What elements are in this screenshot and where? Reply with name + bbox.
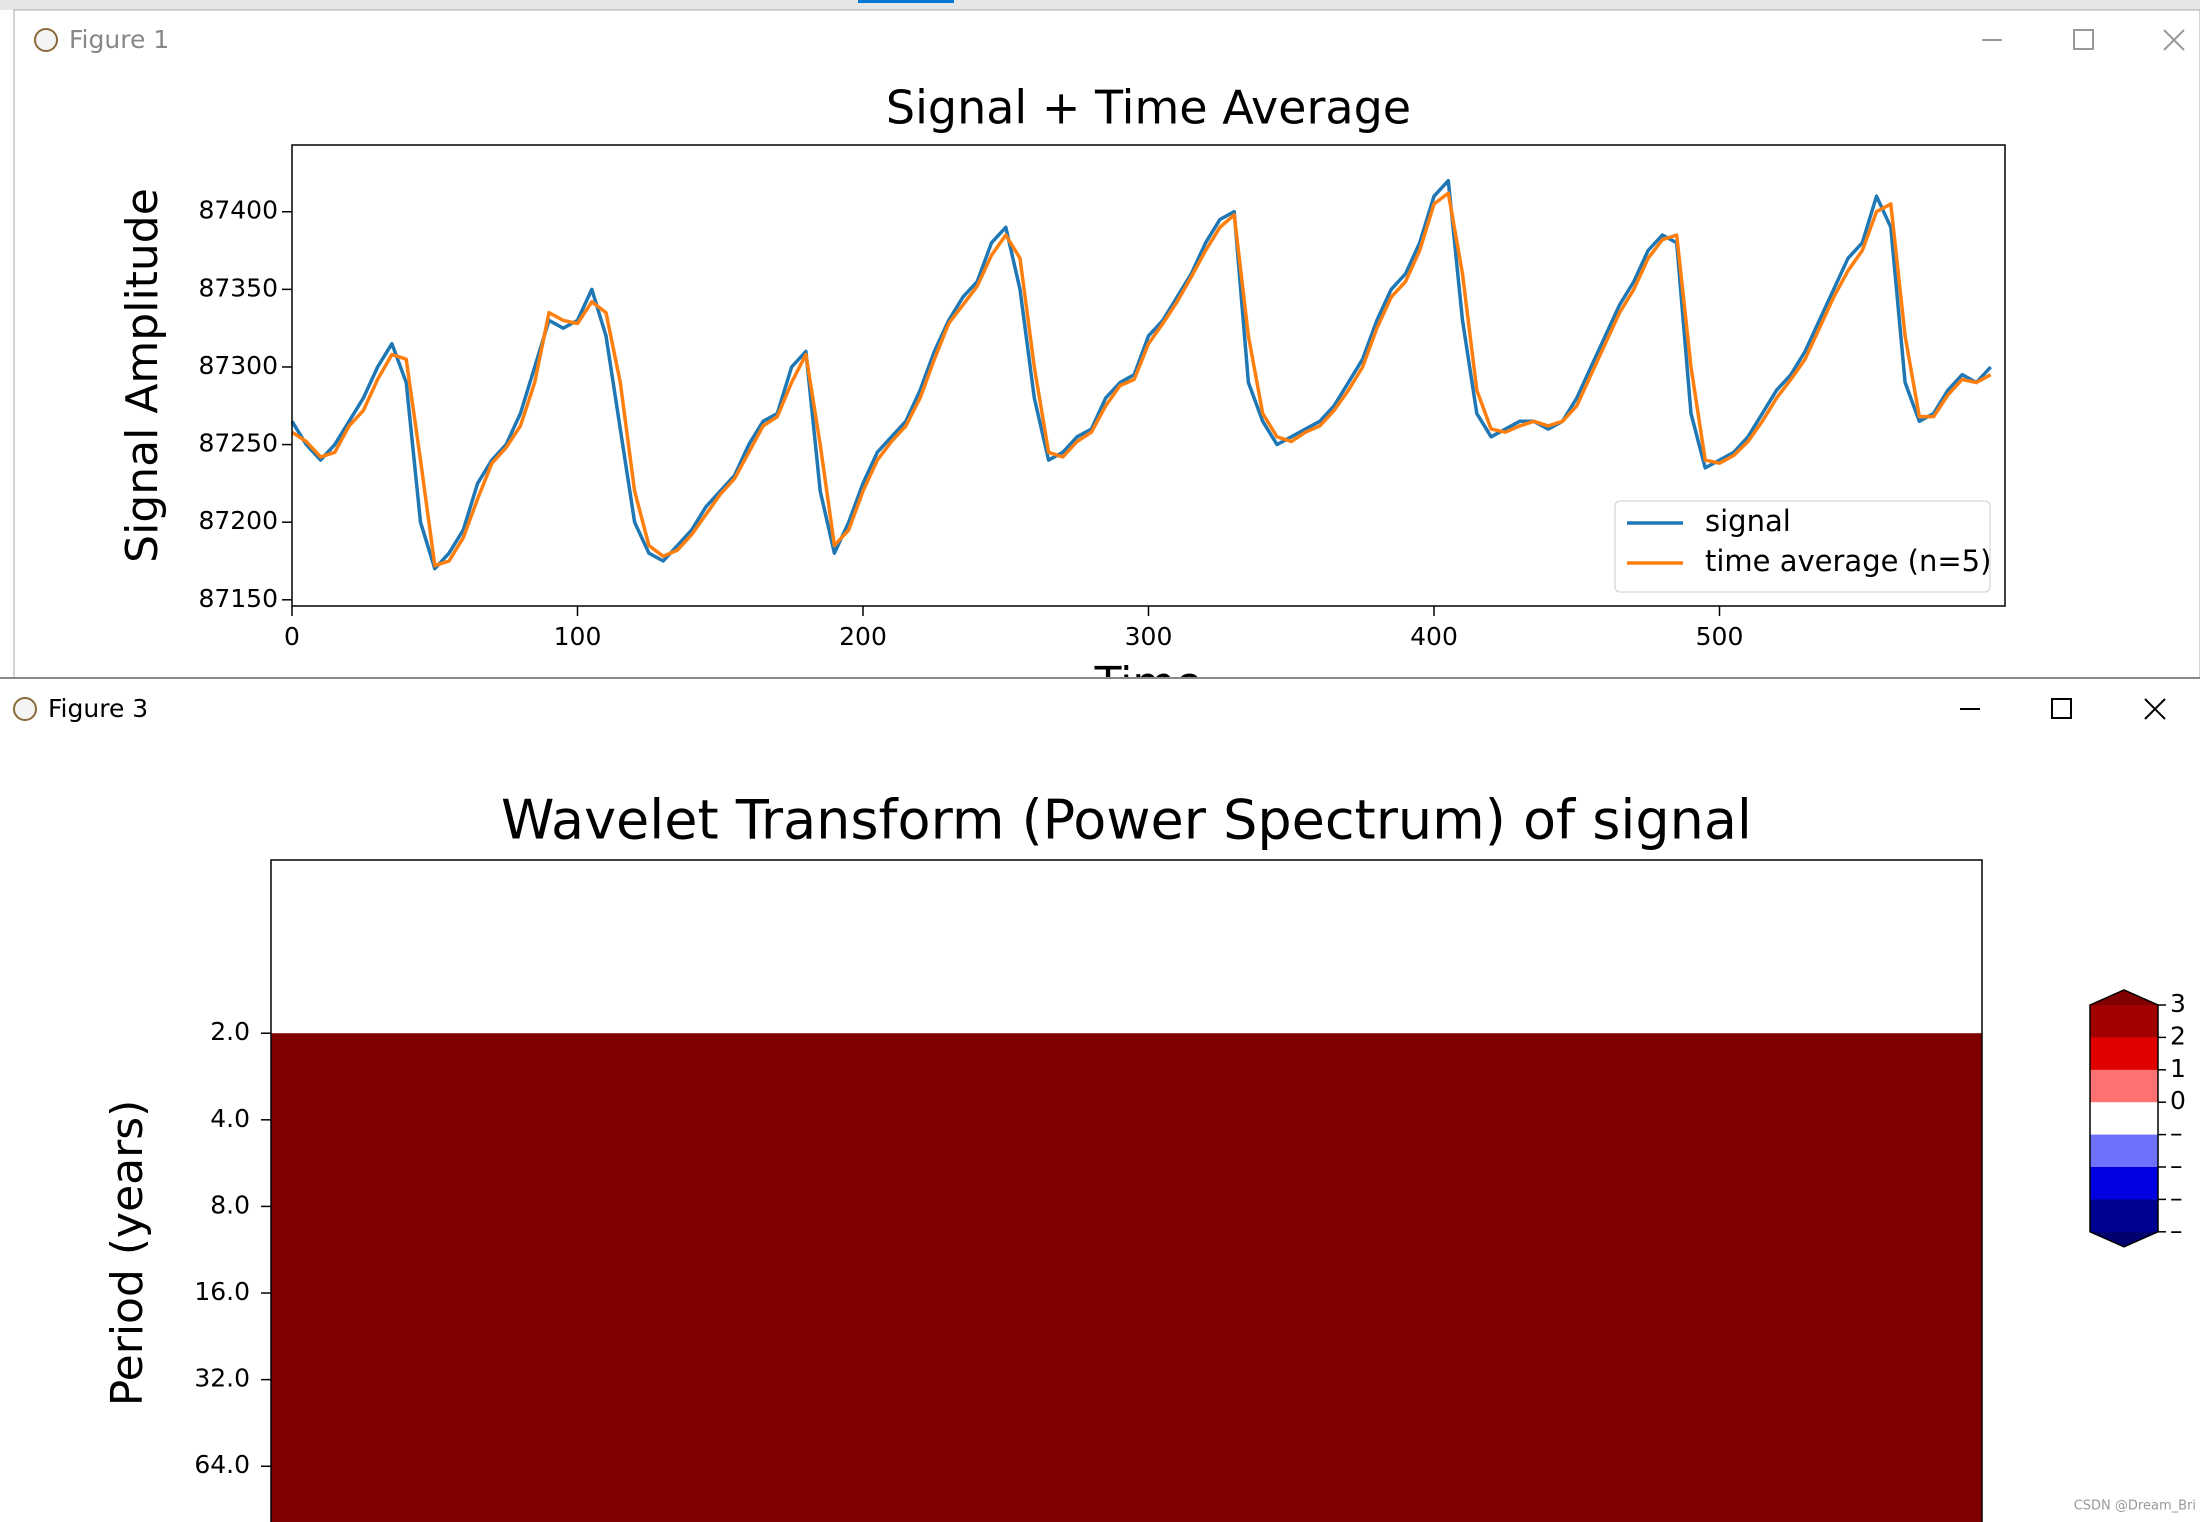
background-strip [0, 0, 2200, 10]
colorbar-segment [2090, 1037, 2158, 1071]
legend-label: time average (n=5) [1705, 544, 1991, 578]
x-tick-label: 500 [1696, 622, 1744, 651]
figure-1-window: Figure 1 Signal + Time Average Signal Amp… [13, 9, 2200, 709]
colorbar-tick-label: 0 [2170, 1086, 2186, 1115]
window-icon [34, 28, 58, 52]
active-tab-bar [858, 0, 954, 3]
x-tick-label: 300 [1125, 622, 1173, 651]
axes-frame [270, 859, 1983, 1522]
y-tick-label: 8.0 [210, 1190, 250, 1219]
y-tick-label: 87350 [198, 273, 278, 302]
y-tick-label: 87300 [198, 351, 278, 380]
x-tick-label: 100 [554, 622, 602, 651]
legend-label: signal [1705, 504, 1791, 538]
colorbar-tick-label: – [2170, 1119, 2183, 1148]
chart-title: Signal + Time Average [886, 81, 1411, 135]
maximize-button[interactable] [2073, 29, 2094, 50]
colorbar-segment [2090, 1199, 2158, 1233]
series-line [291, 191, 1992, 568]
axes-frame [291, 144, 2006, 607]
y-tick-label: 16.0 [194, 1277, 250, 1306]
figure-3-window: Figure 3 CSDN @Dream_Bri Wavelet Transfo… [0, 677, 2200, 1522]
close-button[interactable] [2144, 698, 2166, 720]
colorbar-segment [2090, 1167, 2158, 1200]
colorbar-tick-label: 2 [2170, 1021, 2186, 1050]
watermark: CSDN @Dream_Bri [2074, 1499, 2196, 1514]
colorbar-tick-label: 1 [2170, 1054, 2186, 1083]
close-button[interactable] [2163, 29, 2185, 51]
y-tick-label: 87400 [198, 196, 278, 225]
y-tick-label: 2.0 [210, 1017, 250, 1046]
x-tick-label: 400 [1410, 622, 1458, 651]
y-axis-label: Period (years) [102, 1100, 153, 1407]
window-title: Figure 1 [69, 25, 169, 54]
colorbar-segment [2090, 1102, 2158, 1136]
y-tick-label: 32.0 [194, 1364, 250, 1393]
colorbar-tick-label: 3 [2170, 989, 2186, 1018]
colorbar-segment [2090, 1005, 2158, 1038]
legend-box [1614, 500, 1991, 593]
colorbar-tick-label: – [2170, 1151, 2183, 1180]
window-icon [13, 697, 37, 721]
x-tick-label: 200 [839, 622, 887, 651]
y-tick-label: 87200 [198, 506, 278, 535]
maximize-button[interactable] [2051, 698, 2072, 719]
colorbar-segment [2090, 1069, 2158, 1103]
y-tick-label: 87150 [198, 584, 278, 613]
x-tick-label: 0 [284, 622, 300, 651]
y-tick-label: 64.0 [194, 1450, 250, 1479]
colorbar-tick-label: – [2170, 1183, 2183, 1212]
y-axis-label: Signal Amplitude [117, 188, 168, 563]
y-tick-label: 4.0 [210, 1104, 250, 1133]
y-tick-label: 87250 [198, 429, 278, 458]
colorbar-extend [2090, 990, 2158, 1005]
colorbar-tick-label: – [2170, 1216, 2183, 1245]
colorbar-segment [2090, 1134, 2158, 1168]
power-map [271, 1033, 1982, 1522]
colorbar-extend [2090, 1231, 2158, 1247]
chart-title: Wavelet Transform (Power Spectrum) of si… [501, 789, 1752, 852]
window-title: Figure 3 [48, 694, 148, 723]
